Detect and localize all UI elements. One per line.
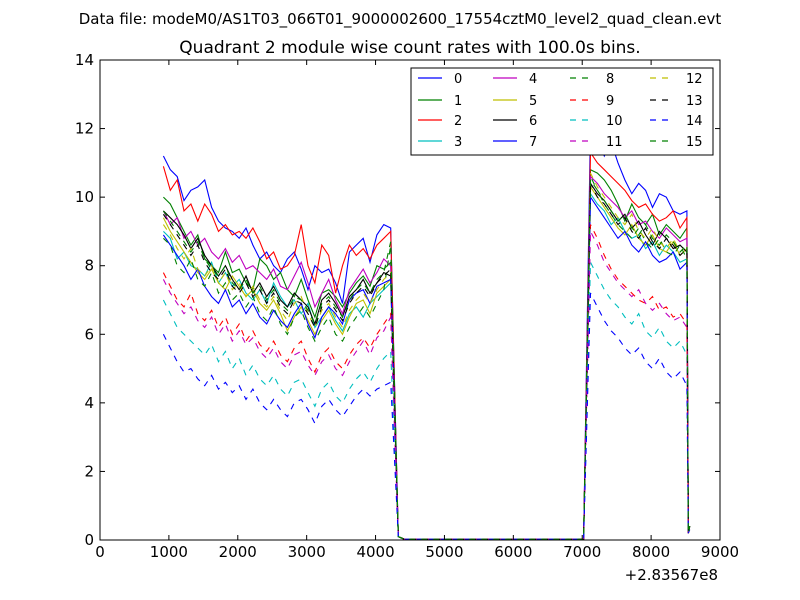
x-tick-label-7: 7000 (563, 543, 601, 561)
y-tick-label-1: 2 (84, 462, 94, 480)
series-line-15 (162, 176, 691, 540)
legend-label-9: 9 (606, 94, 614, 109)
y-tick-label-4: 8 (84, 257, 94, 275)
y-tick-label-0: 0 (84, 531, 94, 549)
legend-label-0: 0 (454, 72, 462, 87)
legend-label-14: 14 (686, 114, 703, 129)
series-line-9 (162, 224, 691, 540)
series-line-5 (162, 185, 691, 540)
x-tick-label-1: 1000 (150, 543, 188, 561)
legend-label-15: 15 (686, 135, 703, 150)
series-line-11 (162, 231, 691, 540)
legend-label-13: 13 (686, 94, 703, 109)
y-tick-label-3: 6 (84, 325, 94, 343)
legend-label-4: 4 (529, 72, 537, 87)
legend-label-11: 11 (606, 135, 623, 150)
series-line-14 (162, 292, 691, 540)
series-line-3 (163, 191, 691, 540)
legend-label-8: 8 (606, 72, 614, 87)
series-line-1 (163, 168, 691, 540)
series-line-13 (162, 183, 691, 540)
series-line-6 (163, 181, 691, 540)
series-line-7 (162, 195, 691, 540)
x-tick-label-6: 6000 (494, 543, 532, 561)
legend-label-3: 3 (454, 135, 462, 150)
series-line-0 (162, 124, 691, 540)
axis-ticks: 0 1000 2000 3000 4000 5000 6000 7000 8000 9000 0 2 4… (75, 51, 739, 561)
series-line-8 (163, 178, 691, 540)
legend-label-1: 1 (454, 94, 462, 109)
y-tick-label-6: 12 (75, 120, 94, 138)
figure-suptitle: Data file: modeM0/AS1T03_066T01_90000026… (79, 10, 722, 29)
x-tick-label-8: 8000 (632, 543, 670, 561)
x-tick-label-3: 3000 (288, 543, 326, 561)
legend-label-2: 2 (454, 114, 462, 129)
series-line-4 (162, 175, 691, 540)
plot-area (162, 124, 691, 540)
y-tick-label-2: 4 (84, 394, 94, 412)
legend-label-12: 12 (686, 72, 703, 87)
y-tick-label-5: 10 (75, 188, 94, 206)
x-tick-label-2: 2000 (219, 543, 257, 561)
series-line-12 (162, 172, 691, 540)
axes-frame (99, 59, 721, 541)
x-offset-label: +2.83567e8 (625, 566, 718, 584)
legend-label-7: 7 (529, 135, 537, 150)
chart-title: Quadrant 2 module wise count rates with … (179, 38, 640, 58)
legend-label-5: 5 (529, 94, 537, 109)
x-tick-label-0: 0 (95, 543, 105, 561)
series-line-2 (162, 150, 691, 540)
legend-label-10: 10 (606, 114, 623, 129)
x-tick-label-9: 9000 (701, 543, 739, 561)
legend-label-6: 6 (529, 114, 537, 129)
y-tick-label-7: 14 (75, 51, 94, 69)
series-line-10 (162, 262, 691, 540)
x-tick-label-5: 5000 (425, 543, 463, 561)
x-tick-label-4: 4000 (356, 543, 394, 561)
